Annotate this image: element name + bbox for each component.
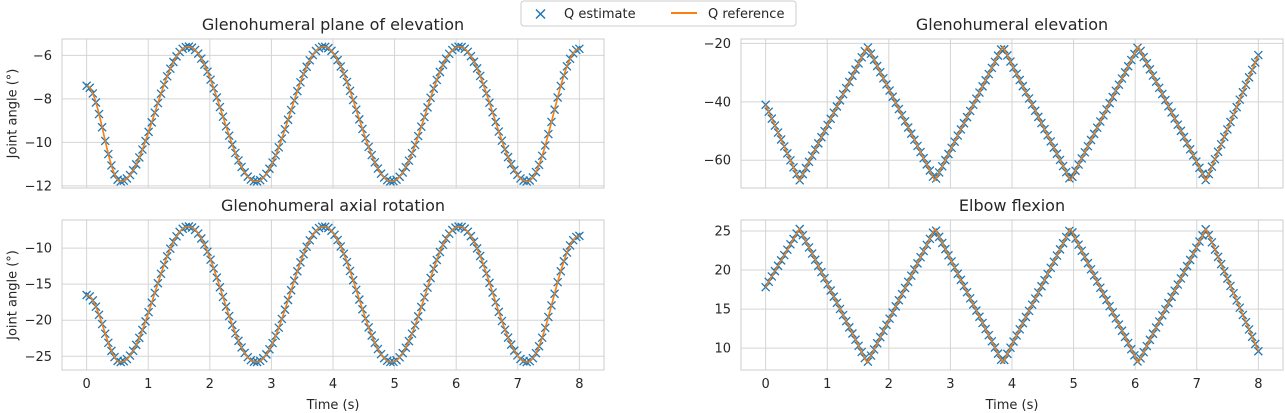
legend-label-reference: Q reference — [708, 7, 784, 22]
reference-line-overlay — [86, 45, 580, 183]
y-tick-label: 25 — [714, 224, 731, 239]
x-tick-label: 0 — [82, 377, 90, 392]
x-tick-label: 0 — [761, 377, 769, 392]
subplot-title: Glenohumeral axial rotation — [221, 196, 445, 215]
x-tick-label: 7 — [514, 377, 522, 392]
series-group — [761, 224, 1263, 367]
subplot-title: Elbow flexion — [959, 196, 1065, 215]
axes-frame — [740, 38, 1284, 189]
x-tick-label: 1 — [823, 377, 831, 392]
y-tick-label: −15 — [25, 278, 52, 293]
axes-frame — [740, 219, 1284, 371]
x-tick-label: 2 — [885, 377, 893, 392]
y-tick-label: −20 — [25, 314, 52, 329]
x-tick-label: 5 — [390, 377, 398, 392]
y-axis-label: Joint angle (°) — [6, 69, 21, 160]
y-axis-label: Joint angle (°) — [6, 250, 21, 341]
legend-marker-estimate — [535, 8, 546, 20]
reference-line-overlay — [765, 45, 1260, 182]
subplot-4: 10 15 20 25 0 1 2 3 4 5 6 7 8 Elbow flexion Time (s) — [714, 196, 1284, 413]
x-tick-label: 6 — [1131, 377, 1139, 392]
y-tick-label: −8 — [33, 92, 52, 107]
estimate-marker — [1253, 346, 1263, 356]
series-group — [82, 42, 584, 186]
subplot-title: Glenohumeral elevation — [916, 15, 1108, 34]
x-tick-label: 2 — [206, 377, 214, 392]
estimate-marker — [761, 100, 771, 110]
subplot-1: −12 −10 −8 −6 Glenohumeral plane of elevatio… — [6, 15, 605, 194]
y-tick-label: −12 — [25, 179, 52, 194]
y-tick-label: −20 — [704, 37, 731, 52]
legend-frame — [520, 0, 797, 27]
x-tick-label: 8 — [1254, 377, 1262, 392]
estimate-marker — [574, 231, 584, 241]
y-tick-label: 15 — [714, 303, 731, 318]
series-group — [761, 43, 1263, 185]
y-tick-label: −10 — [25, 136, 52, 151]
estimate-marker — [574, 44, 584, 54]
x-tick-label: 8 — [575, 377, 583, 392]
subplot-3: −25 −20 −15 −10 0 1 2 3 4 5 6 7 8 Glenohumeral axial … — [6, 196, 605, 413]
y-tick-label: −25 — [25, 350, 52, 365]
legend: Q estimate Q reference — [520, 0, 797, 27]
x-tick-label: 7 — [1193, 377, 1201, 392]
y-tick-label: 20 — [714, 264, 731, 279]
subplot-2: −60 −40 −20 Glenohumeral elevation — [704, 15, 1284, 189]
reference-line-overlay — [765, 227, 1260, 364]
axes-frame — [61, 219, 605, 371]
legend-label-estimate: Q estimate — [564, 7, 636, 22]
x-tick-label: 5 — [1069, 377, 1077, 392]
x-tick-label: 3 — [267, 377, 275, 392]
subplot-title: Glenohumeral plane of elevation — [202, 15, 464, 34]
x-tick-label: 4 — [1008, 377, 1016, 392]
x-tick-label: 1 — [144, 377, 152, 392]
y-tick-label: −10 — [25, 242, 52, 257]
series-group — [82, 222, 584, 367]
x-axis-label: Time (s) — [306, 398, 360, 413]
x-tick-label: 3 — [946, 377, 954, 392]
y-tick-label: −60 — [704, 154, 731, 169]
y-tick-label: −6 — [33, 49, 52, 64]
x-axis-label: Time (s) — [985, 398, 1039, 413]
y-tick-label: 10 — [714, 342, 731, 357]
estimate-marker — [1253, 50, 1263, 60]
x-tick-label: 4 — [329, 377, 337, 392]
axes-frame — [61, 38, 605, 189]
reference-line-overlay — [86, 225, 580, 363]
subplots: −12 −10 −8 −6 Glenohumeral plane of elevatio… — [6, 15, 1284, 413]
x-tick-label: 6 — [452, 377, 460, 392]
y-tick-label: −40 — [704, 95, 731, 110]
